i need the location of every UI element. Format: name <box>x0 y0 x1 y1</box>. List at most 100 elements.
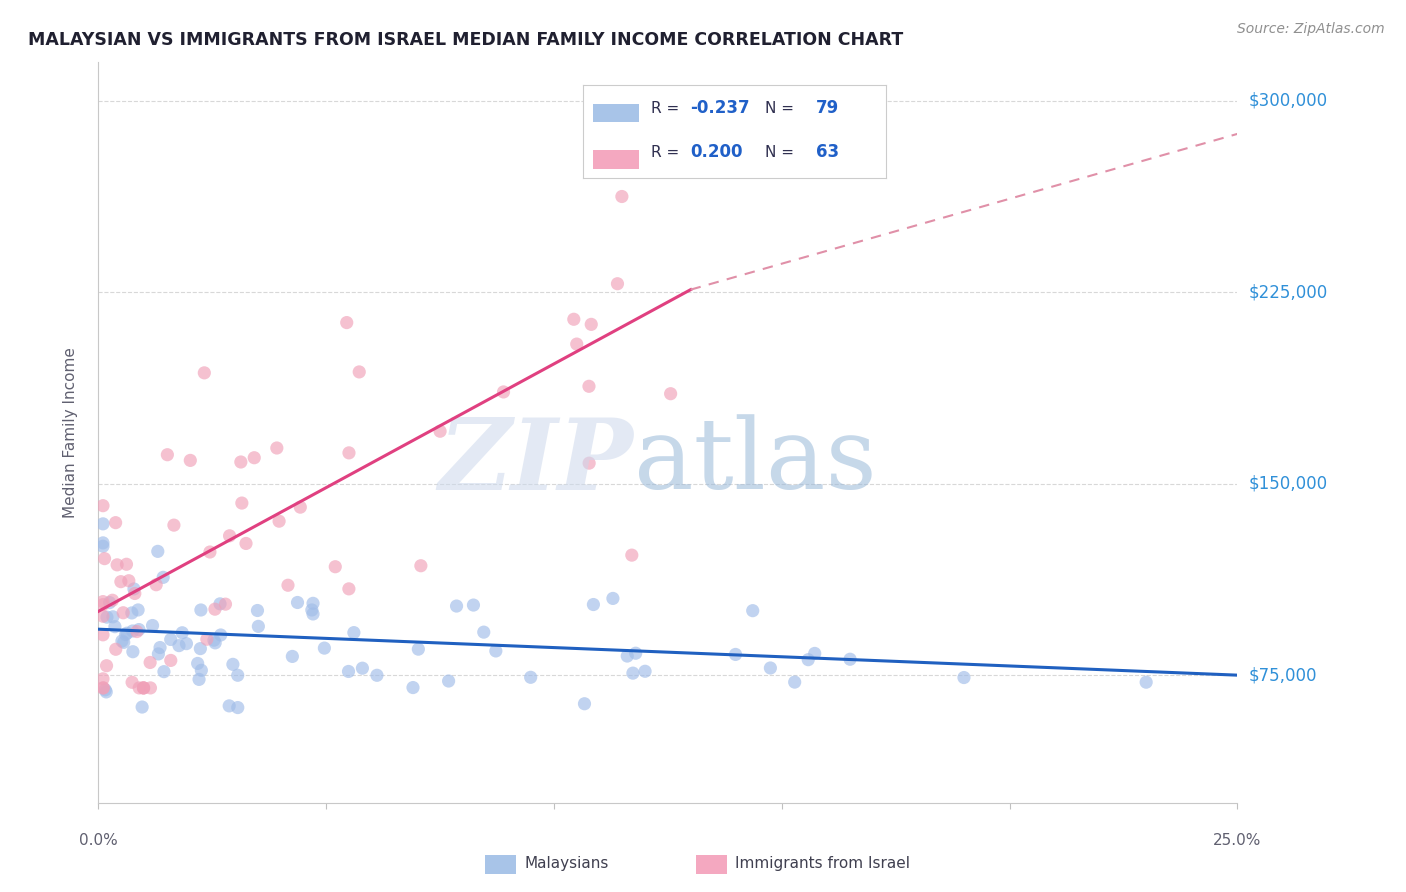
Point <box>91 598 114 612</box>
Point <box>101 609 124 624</box>
Point <box>803 647 825 661</box>
Point <box>115 558 138 572</box>
Point <box>231 496 253 510</box>
Point <box>472 625 495 640</box>
Point <box>235 536 257 550</box>
Point <box>659 386 682 401</box>
Point <box>198 545 221 559</box>
Point <box>408 642 430 657</box>
Point <box>634 665 657 679</box>
Point <box>145 578 167 592</box>
Point <box>277 578 299 592</box>
Point <box>121 606 143 620</box>
Point <box>323 559 346 574</box>
Point <box>96 658 118 673</box>
Point <box>797 653 820 667</box>
Point <box>218 529 240 543</box>
Point <box>122 645 145 659</box>
Point <box>190 603 212 617</box>
Point <box>620 548 643 562</box>
Point <box>741 604 763 618</box>
Point <box>581 318 603 332</box>
Text: ZIP: ZIP <box>439 414 634 510</box>
Point <box>195 632 218 647</box>
Point <box>115 626 138 640</box>
Point <box>209 628 232 642</box>
Point <box>91 516 114 531</box>
Point <box>127 603 149 617</box>
Point <box>91 681 114 695</box>
Text: MALAYSIAN VS IMMIGRANTS FROM ISRAEL MEDIAN FAMILY INCOME CORRELATION CHART: MALAYSIAN VS IMMIGRANTS FROM ISRAEL MEDI… <box>28 31 904 49</box>
Point <box>101 593 124 607</box>
Point <box>247 619 270 633</box>
Point <box>446 599 468 613</box>
Point <box>111 634 134 648</box>
Point <box>128 623 150 637</box>
Text: 63: 63 <box>817 144 839 161</box>
Point <box>132 681 155 695</box>
Text: 25.0%: 25.0% <box>1213 833 1261 848</box>
Point <box>125 624 148 639</box>
Point <box>302 596 325 610</box>
Point <box>218 698 240 713</box>
Point <box>112 606 135 620</box>
Point <box>176 637 198 651</box>
Point <box>118 574 141 588</box>
Point <box>91 628 114 642</box>
Point <box>606 277 628 291</box>
Point <box>269 514 291 528</box>
Point <box>290 500 312 515</box>
Y-axis label: Median Family Income: Median Family Income <box>63 347 77 518</box>
Point <box>132 681 155 695</box>
Point <box>343 625 366 640</box>
Point <box>485 644 508 658</box>
Point <box>281 649 304 664</box>
Point <box>91 536 114 550</box>
Point <box>337 665 360 679</box>
Point <box>104 620 127 634</box>
Point <box>429 424 451 438</box>
Text: 79: 79 <box>817 99 839 117</box>
Point <box>226 668 249 682</box>
Text: Immigrants from Israel: Immigrants from Israel <box>735 856 910 871</box>
Point <box>190 641 212 656</box>
Text: -0.237: -0.237 <box>690 99 751 117</box>
Point <box>188 673 211 687</box>
Text: R =: R = <box>651 145 685 160</box>
Point <box>104 642 127 657</box>
Point <box>337 446 360 460</box>
Point <box>724 648 747 662</box>
Text: 0.200: 0.200 <box>690 144 742 161</box>
Point <box>578 456 600 470</box>
Point <box>156 448 179 462</box>
Text: N =: N = <box>765 101 799 116</box>
Point <box>616 648 638 663</box>
Point <box>93 551 115 566</box>
Point <box>336 316 359 330</box>
Point <box>208 597 231 611</box>
Point <box>193 366 215 380</box>
Point <box>578 379 600 393</box>
Point <box>204 602 226 616</box>
Point <box>159 653 181 667</box>
Point <box>314 641 336 656</box>
Point <box>91 499 114 513</box>
Point <box>94 682 117 697</box>
Point <box>562 312 585 326</box>
Point <box>352 661 374 675</box>
Point <box>179 453 201 467</box>
Point <box>202 633 225 648</box>
Point <box>190 663 212 677</box>
Text: atlas: atlas <box>634 415 876 510</box>
Point <box>96 685 118 699</box>
Point <box>121 675 143 690</box>
Point <box>153 665 176 679</box>
Point <box>91 594 114 608</box>
Point <box>149 640 172 655</box>
Point <box>492 384 515 399</box>
Point <box>204 636 226 650</box>
Point <box>122 582 145 596</box>
Point <box>139 656 162 670</box>
Point <box>565 337 588 351</box>
Point <box>148 647 170 661</box>
